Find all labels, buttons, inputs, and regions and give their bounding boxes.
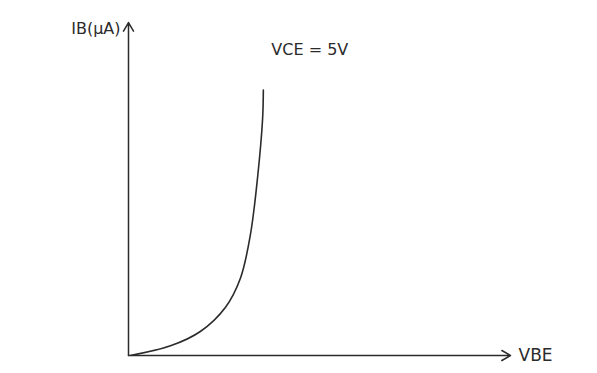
svg-text:VBE: VBE (519, 345, 553, 365)
svg-text:IB(μA): IB(μA) (71, 19, 120, 38)
svg-text:VCE = 5V: VCE = 5V (271, 40, 348, 59)
